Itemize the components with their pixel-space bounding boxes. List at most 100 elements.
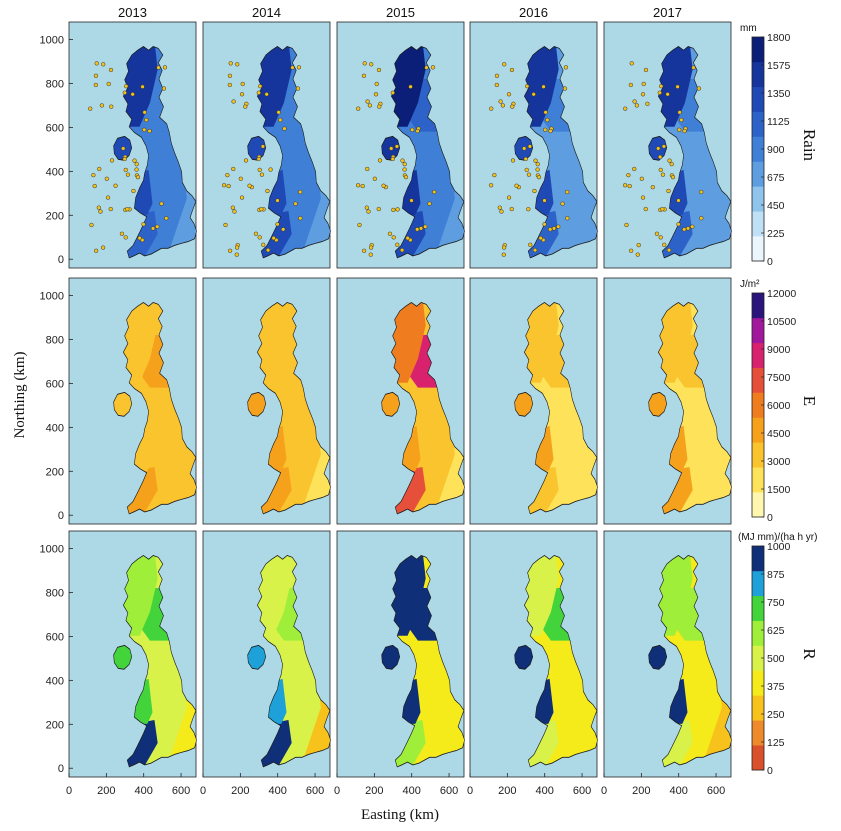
region-scotland-nw	[123, 302, 158, 383]
colorbar-unit: mm	[740, 23, 757, 34]
rain-gauge-marker	[532, 188, 537, 194]
map-panel-r-2013	[68, 530, 198, 778]
region-ni	[247, 136, 266, 161]
rain-gauge-marker	[355, 183, 361, 188]
rain-gauge-marker	[367, 103, 373, 108]
rain-gauge-marker	[243, 158, 249, 163]
rain-gauge-marker	[699, 189, 704, 195]
rain-gauge-marker	[635, 252, 640, 257]
rain-gauge-marker	[622, 183, 628, 188]
rain-gauge-marker	[227, 82, 233, 88]
rain-gauge-marker	[377, 104, 382, 109]
y-tick-label: 400	[46, 675, 64, 687]
rain-gauge-marker	[415, 128, 420, 134]
map-panel-e-2016	[469, 277, 599, 525]
rain-gauge-marker	[634, 103, 640, 108]
colorbar-segment	[752, 37, 764, 63]
y-tick-label: 0	[58, 254, 64, 266]
y-tick-label: 400	[46, 166, 64, 178]
rain-gauge-marker	[509, 206, 514, 212]
colorbar-segment	[752, 745, 764, 771]
x-tick-label: 0	[334, 785, 340, 797]
y-tick-label: 1000	[40, 544, 64, 556]
rain-gauge-marker	[699, 216, 704, 221]
y-tick-label: 600	[46, 631, 64, 643]
region-england-mid	[683, 134, 722, 247]
rain-gauge-marker	[108, 67, 114, 73]
rain-gauge-marker	[676, 198, 681, 203]
x-tick-label: 200	[365, 785, 383, 797]
rain-gauge-marker	[91, 172, 96, 178]
rain-gauge-marker	[232, 209, 237, 214]
colorbar-tick-label: 6000	[767, 400, 791, 412]
region-scotland-nw	[257, 555, 292, 636]
rain-gauge-marker	[650, 185, 655, 190]
rain-gauge-marker	[98, 209, 103, 214]
colorbar-segment	[752, 595, 764, 621]
rain-gauge-marker	[108, 206, 113, 212]
region-england-mid	[549, 643, 588, 756]
year-title-2017: 2017	[653, 5, 682, 20]
colorbar-tick-label: 375	[767, 681, 785, 693]
colorbar-tick-label: 7500	[767, 372, 791, 384]
row-label-r: R	[800, 648, 819, 660]
region-scotland-nw	[524, 555, 559, 636]
y-tick-label: 800	[46, 588, 64, 600]
x-tick-label: 400	[403, 785, 421, 797]
region-scotland-nw	[524, 46, 559, 127]
rain-gauge-marker	[501, 252, 506, 257]
colorbar-tick-label: 450	[767, 200, 785, 212]
x-tick-label: 0	[66, 785, 72, 797]
rain-gauge-marker	[643, 67, 649, 73]
region-ni	[648, 645, 667, 670]
rain-gauge-marker	[100, 245, 106, 250]
colorbar-segment	[752, 161, 764, 187]
rain-gauge-marker	[565, 216, 570, 221]
region-ni	[247, 392, 266, 417]
northern-ireland-fill	[247, 392, 266, 417]
rain-gauge-marker	[639, 176, 644, 181]
x-tick-label: 600	[306, 785, 324, 797]
rain-gauge-marker	[548, 128, 553, 134]
rain-gauge-marker	[104, 176, 109, 181]
rain-gauge-marker	[656, 146, 661, 151]
rain-gauge-marker	[641, 81, 646, 87]
rain-gauge-marker	[527, 144, 533, 149]
rain-gauge-marker	[223, 222, 228, 228]
rain-gauge-marker	[142, 127, 147, 132]
y-tick-label: 1000	[40, 291, 64, 303]
rain-gauge-marker	[365, 166, 370, 172]
colorbar-segment	[752, 317, 764, 344]
map-panel-e-2013	[68, 277, 198, 525]
map-panel-r-2015	[336, 530, 466, 778]
colorbar-segment	[752, 86, 764, 112]
rain-gauge-marker	[526, 207, 531, 212]
rain-gauge-marker	[231, 166, 236, 172]
northern-ireland-fill	[113, 645, 132, 670]
colorbar-segment	[752, 236, 764, 262]
colorbar-segment	[752, 186, 764, 212]
rain-gauge-marker	[373, 92, 379, 97]
rain-gauge-marker	[526, 172, 532, 177]
rain-gauge-marker	[239, 195, 245, 200]
rain-gauge-marker	[275, 198, 280, 203]
colorbar-tick-label: 1350	[767, 88, 791, 100]
map-panel-e-2017	[603, 277, 733, 525]
rain-gauge-marker	[679, 117, 684, 123]
rain-gauge-marker	[234, 252, 239, 257]
rain-gauge-marker	[403, 175, 409, 180]
region-ni	[514, 392, 533, 417]
rain-gauge-marker	[161, 86, 167, 91]
rain-gauge-marker	[400, 158, 405, 163]
rain-gauge-marker	[135, 175, 141, 180]
rain-gauge-marker	[94, 61, 99, 66]
northern-ireland-fill	[381, 392, 400, 417]
region-scotland-nw	[524, 302, 559, 383]
region-scotland-nw	[391, 46, 426, 127]
colorbar-tick-label: 1000	[767, 541, 791, 553]
rain-gauge-marker	[105, 195, 111, 200]
region-ni	[514, 645, 533, 670]
rain-gauge-marker	[402, 162, 407, 167]
rain-gauge-marker	[394, 144, 400, 149]
x-tick-label: 600	[573, 785, 591, 797]
